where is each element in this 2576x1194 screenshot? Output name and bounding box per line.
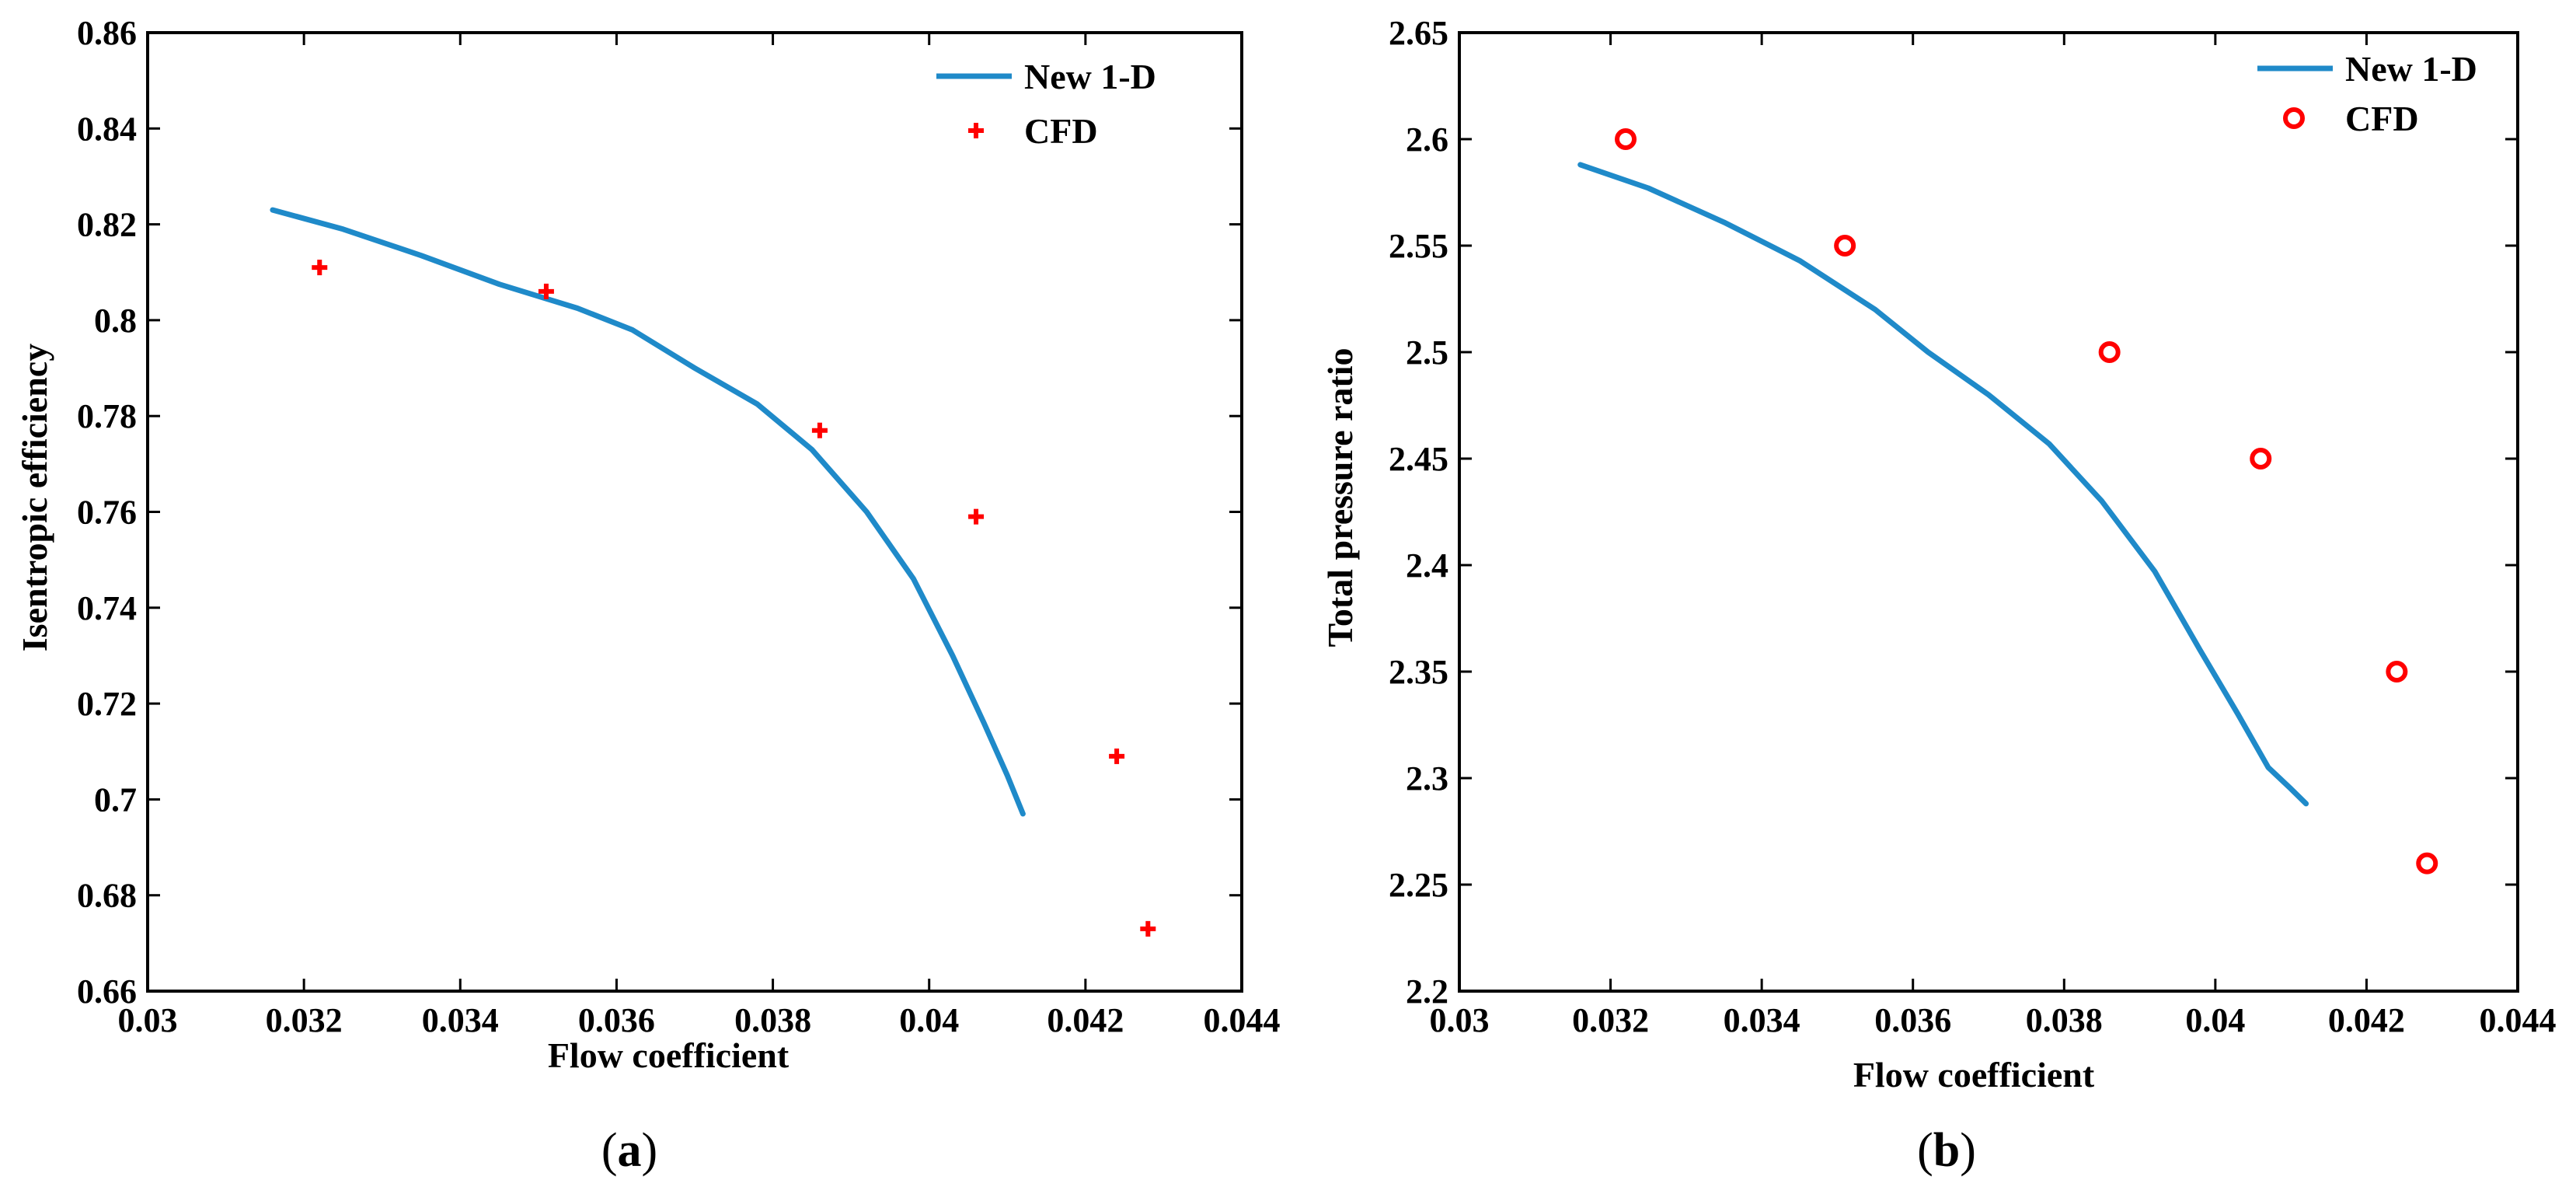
x-tick-label-a-1: 0.032 — [266, 1001, 343, 1039]
legend-label-cfd-b: CFD — [2345, 99, 2419, 138]
plot-frame-b — [1458, 31, 2519, 993]
x-tick-label-b-7: 0.044 — [2480, 1001, 2557, 1039]
y-tick-label-a-2: 0.7 — [94, 780, 137, 819]
plot-frame-a — [146, 31, 1243, 993]
x-tick-label-a-7: 0.044 — [1204, 1001, 1281, 1039]
cfd-point-a-5 — [1140, 920, 1156, 937]
x-tick-label-a-5: 0.04 — [899, 1001, 959, 1039]
y-tick-label-a-10: 0.86 — [77, 14, 137, 52]
y-tick-label-a-8: 0.82 — [77, 206, 137, 244]
legend-a: New 1-D CFD — [936, 57, 1156, 151]
y-tick-label-b-5: 2.45 — [1389, 440, 1448, 478]
y-tick-label-b-6: 2.5 — [1406, 333, 1448, 372]
panel-caption-b: (b) — [1917, 1124, 1976, 1177]
cfd-point-b-1 — [1834, 235, 1856, 257]
legend-label-model-b: New 1-D — [2345, 49, 2477, 89]
x-tick-label-a-0: 0.03 — [118, 1001, 178, 1039]
cfd-point-b-3 — [2250, 448, 2272, 470]
legend-marker-cfd-a — [968, 123, 984, 138]
panel-caption-a: (a) — [601, 1124, 657, 1177]
y-tick-label-a-3: 0.72 — [77, 685, 137, 723]
series-line-model-b — [1577, 162, 2309, 807]
panel-letter-a: a — [618, 1124, 642, 1177]
legend-b: New 1-D CFD — [2257, 49, 2477, 138]
legend-circle-marker-b — [2283, 107, 2305, 129]
y-axis-title-a: Isentropic efficiency — [15, 344, 54, 651]
x-tick-label-b-4: 0.038 — [2026, 1001, 2103, 1039]
cfd-point-b-4 — [2386, 661, 2408, 683]
x-tick-label-b-1: 0.032 — [1572, 1001, 1649, 1039]
chart-panel-a: 0.03 0.032 0.034 0.036 0.038 0.04 0.042 0.044 0.… — [15, 14, 1281, 1177]
panel-letter-b: b — [1933, 1124, 1960, 1177]
plot-area-a: 0.03 0.032 0.034 0.036 0.038 0.04 0.042 0.044 0.… — [77, 14, 1281, 1039]
y-tick-label-b-8: 2.6 — [1406, 120, 1448, 159]
y-tick-label-a-1: 0.68 — [77, 877, 137, 915]
y-tick-label-b-7: 2.55 — [1389, 227, 1448, 265]
y-tick-label-a-9: 0.84 — [77, 110, 137, 148]
cfd-point-b-2 — [2098, 341, 2121, 363]
x-axis-title-a: Flow coefficient — [548, 1035, 790, 1075]
y-tick-label-b-0: 2.2 — [1406, 972, 1448, 1011]
x-tick-label-b-5: 0.04 — [2185, 1001, 2245, 1039]
x-tick-label-a-4: 0.038 — [734, 1001, 811, 1039]
cfd-point-a-1 — [538, 283, 554, 299]
cfd-point-a-3 — [968, 508, 985, 525]
chart-panel-b: 0.03 0.032 0.034 0.036 0.038 0.04 0.042 0.044 2.… — [1320, 14, 2557, 1177]
plot-area-b: 0.03 0.032 0.034 0.036 0.038 0.04 0.042 0.044 2.… — [1389, 14, 2557, 1039]
x-tick-label-a-2: 0.034 — [422, 1001, 499, 1039]
y-tick-label-a-6: 0.78 — [77, 397, 137, 435]
legend-plus-marker-a — [968, 123, 984, 138]
x-tick-label-b-3: 0.036 — [1874, 1001, 1951, 1039]
legend-label-model-a: New 1-D — [1024, 57, 1156, 96]
x-tick-label-b-6: 0.042 — [2328, 1001, 2405, 1039]
series-line-model-a — [270, 207, 1026, 817]
cfd-point-b-0 — [1615, 128, 1637, 150]
y-tick-label-a-4: 0.74 — [77, 589, 137, 627]
x-tick-label-a-3: 0.036 — [578, 1001, 655, 1039]
cfd-point-a-2 — [811, 422, 828, 438]
x-tick-label-b-0: 0.03 — [1430, 1001, 1490, 1039]
y-tick-label-b-1: 2.25 — [1389, 866, 1448, 904]
y-tick-label-b-2: 2.3 — [1406, 759, 1448, 798]
cfd-point-a-4 — [1109, 748, 1125, 764]
x-tick-label-b-2: 0.034 — [1724, 1001, 1800, 1039]
legend-marker-cfd-b — [2283, 107, 2305, 129]
y-tick-label-b-9: 2.65 — [1389, 14, 1448, 52]
y-tick-label-b-4: 2.4 — [1406, 546, 1448, 585]
x-tick-label-a-6: 0.042 — [1047, 1001, 1124, 1039]
y-tick-label-a-7: 0.8 — [94, 302, 137, 340]
y-axis-title-b: Total pressure ratio — [1320, 347, 1360, 647]
y-tick-label-a-5: 0.76 — [77, 494, 137, 532]
y-tick-label-a-0: 0.66 — [77, 972, 137, 1011]
legend-label-cfd-a: CFD — [1024, 111, 1098, 151]
cfd-point-a-0 — [312, 260, 328, 276]
y-tick-label-b-3: 2.35 — [1389, 653, 1448, 691]
x-axis-title-b: Flow coefficient — [1853, 1055, 2095, 1094]
cfd-point-b-5 — [2416, 852, 2438, 875]
